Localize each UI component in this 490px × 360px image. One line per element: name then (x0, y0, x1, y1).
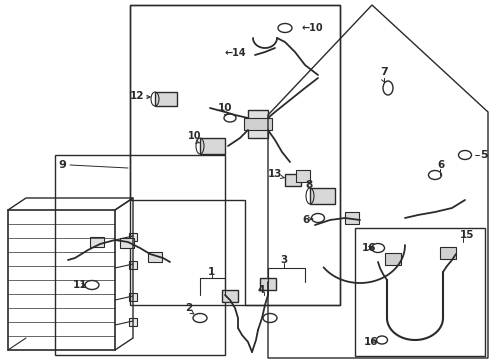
Text: 5: 5 (480, 150, 488, 160)
Text: 1: 1 (208, 267, 215, 277)
Text: 10: 10 (188, 131, 201, 141)
Bar (200, 138, 225, 154)
Text: 6: 6 (302, 215, 309, 225)
Text: 8: 8 (305, 180, 312, 190)
Bar (285, 174, 301, 186)
Bar (222, 290, 238, 302)
Bar (129, 318, 137, 326)
Bar (130, 5, 340, 305)
Text: 11: 11 (73, 280, 88, 290)
Bar (155, 92, 177, 106)
Text: 7: 7 (380, 67, 388, 77)
Text: 12: 12 (130, 91, 145, 101)
Bar (440, 247, 456, 259)
Text: 9: 9 (58, 160, 66, 170)
Bar (296, 170, 310, 182)
Bar (248, 110, 268, 138)
Bar (355, 228, 485, 356)
Bar (55, 155, 225, 355)
Text: 16: 16 (362, 243, 376, 253)
Bar (148, 252, 162, 262)
Text: 16: 16 (364, 337, 378, 347)
Bar (385, 253, 401, 265)
Text: 2: 2 (185, 303, 192, 313)
Text: 4: 4 (258, 285, 266, 295)
Bar (129, 233, 137, 241)
Bar (244, 118, 272, 130)
Text: 3: 3 (280, 255, 287, 265)
Bar (260, 278, 276, 290)
Bar (129, 293, 137, 301)
Bar (120, 238, 134, 248)
Text: ←10: ←10 (302, 23, 323, 33)
Bar (8, 210, 115, 350)
Bar (90, 237, 104, 247)
Bar (310, 188, 335, 204)
Text: 15: 15 (460, 230, 474, 240)
Text: ←14: ←14 (225, 48, 246, 58)
Bar (129, 261, 137, 269)
Text: 10: 10 (218, 103, 232, 113)
Text: 13: 13 (268, 169, 283, 179)
Bar (345, 212, 359, 224)
Text: 6: 6 (437, 160, 444, 170)
